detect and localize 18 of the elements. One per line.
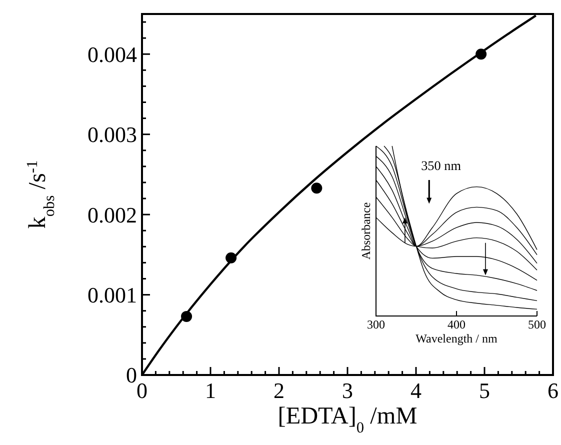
x-tick-label: 5 <box>479 378 490 404</box>
y-tick-label: 0.003 <box>88 122 137 148</box>
y-tick-label: 0.002 <box>88 202 137 228</box>
x-tick-label: 500 <box>528 318 546 332</box>
y-tick-label: 0 <box>126 362 137 388</box>
x-tick-label: 1 <box>205 378 216 404</box>
annotation: 350 nm <box>421 158 462 173</box>
x-axis-title: [EDTA]$_{0}$ /mM <box>278 402 418 436</box>
x-tick-label: 4 <box>410 378 422 404</box>
x-tick-label: 400 <box>448 318 466 332</box>
x-axis-title: Wavelength / nm <box>416 331 498 346</box>
x-tick-label: 300 <box>367 318 385 332</box>
y-tick-label: 0.004 <box>88 42 137 67</box>
y-tick-label: 0.001 <box>88 282 137 308</box>
x-tick-label: 2 <box>274 378 284 404</box>
x-tick-label: 3 <box>342 378 353 404</box>
x-tick-label: 6 <box>548 378 558 404</box>
y-axis-title: Absorbance <box>359 202 373 260</box>
